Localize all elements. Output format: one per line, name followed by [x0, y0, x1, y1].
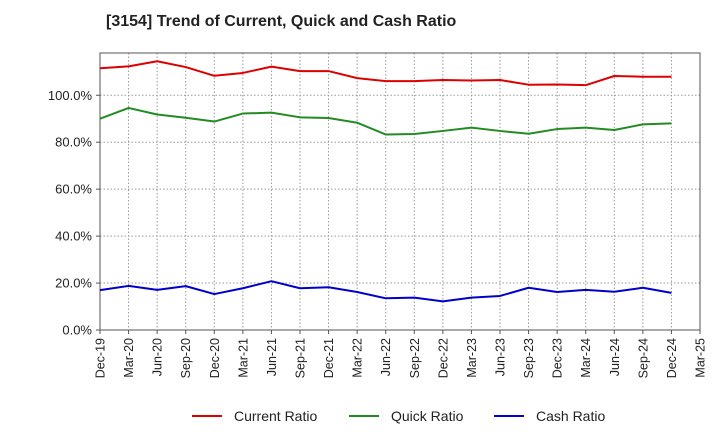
x-tick-label: Mar-22 — [351, 338, 365, 378]
series-line-quick-ratio — [99, 106, 672, 136]
legend-label-quick-ratio: Quick Ratio — [391, 408, 464, 424]
y-tick-label: 40.0% — [55, 229, 92, 244]
x-tick-label: Jun-21 — [265, 338, 279, 376]
x-tick-label: Mar-23 — [465, 338, 479, 378]
x-tick-label: Dec-19 — [94, 338, 108, 378]
x-tick-label: Mar-20 — [122, 338, 136, 378]
legend-item-current-ratio: Current Ratio — [192, 406, 317, 426]
y-tick-label: 100.0% — [48, 88, 93, 103]
plot-area — [100, 53, 700, 330]
x-tick-label: Dec-22 — [436, 338, 450, 378]
plot-frame — [99, 52, 701, 331]
legend-label-cash-ratio: Cash Ratio — [536, 408, 606, 424]
y-tick-label: 0.0% — [62, 323, 92, 338]
legend-swatch-cash-ratio — [494, 415, 524, 417]
x-tick-label: Mar-24 — [579, 338, 593, 378]
x-tick-label: Sep-20 — [179, 338, 193, 378]
y-tick-label: 60.0% — [55, 182, 92, 197]
legend-swatch-quick-ratio — [349, 415, 379, 417]
x-tick-label: Jun-24 — [608, 338, 622, 376]
x-tick-label: Sep-21 — [294, 338, 308, 378]
x-tick-label: Sep-23 — [522, 338, 536, 378]
x-tick-label: Dec-21 — [322, 338, 336, 378]
x-tick-label: Jun-22 — [379, 338, 393, 376]
chart-title: [3154] Trend of Current, Quick and Cash … — [106, 13, 457, 30]
x-tick-label: Mar-25 — [694, 338, 708, 378]
legend-item-quick-ratio: Quick Ratio — [349, 406, 463, 426]
x-tick-label: Dec-23 — [551, 338, 565, 378]
x-tick-label: Jun-23 — [494, 338, 508, 376]
y-tick-label: 80.0% — [55, 135, 92, 150]
legend: Current Ratio Quick Ratio Cash Ratio — [0, 406, 720, 426]
x-tick-label: Mar-21 — [236, 338, 250, 378]
x-tick-label: Sep-24 — [636, 338, 650, 378]
x-tick-label: Dec-20 — [208, 338, 222, 378]
x-tick-label: Sep-22 — [408, 338, 422, 378]
y-tick-label: 20.0% — [55, 276, 92, 291]
legend-item-cash-ratio: Cash Ratio — [494, 406, 605, 426]
x-tick-label: Dec-24 — [665, 338, 679, 378]
legend-label-current-ratio: Current Ratio — [234, 408, 318, 424]
legend-swatch-current-ratio — [192, 415, 222, 417]
series-line-current-ratio — [99, 60, 672, 87]
series-line-cash-ratio — [99, 280, 672, 303]
x-tick-label: Jun-20 — [151, 338, 165, 376]
